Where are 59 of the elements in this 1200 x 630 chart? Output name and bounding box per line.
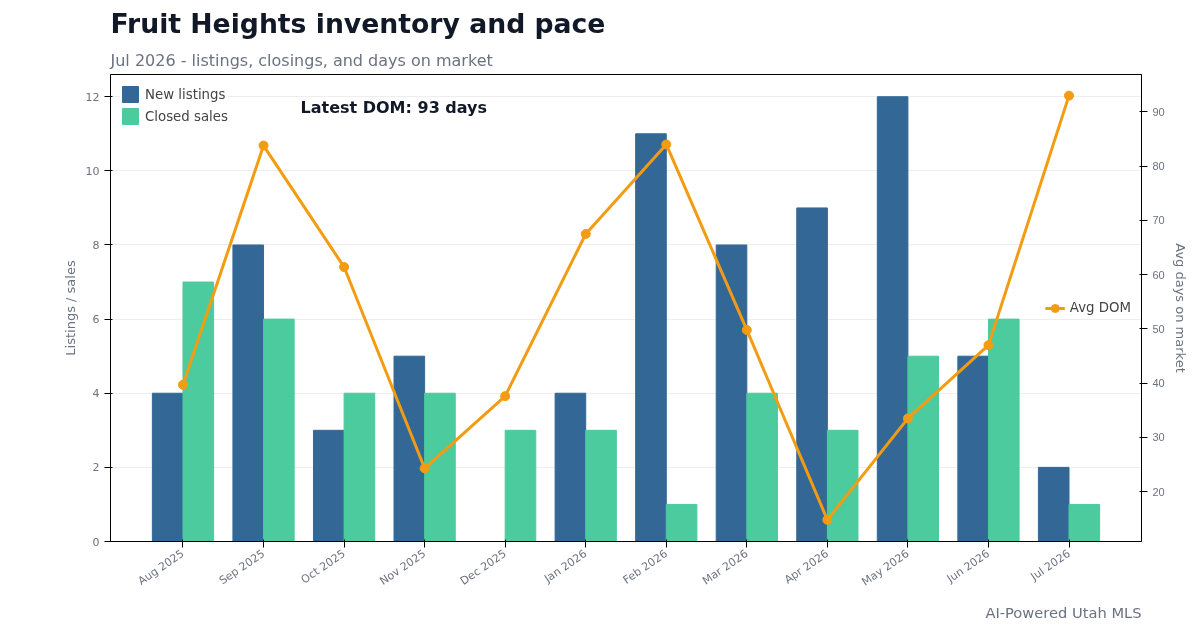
point bbox=[500, 391, 511, 402]
y2-tick-label: 30 bbox=[1152, 431, 1165, 444]
chart-title: Fruit Heights inventory and pace bbox=[110, 7, 606, 39]
point bbox=[339, 262, 350, 273]
y2-axis-title: Avg days on market bbox=[1172, 243, 1188, 373]
point bbox=[983, 340, 994, 351]
y-tick-label: 2 bbox=[92, 461, 100, 475]
point bbox=[822, 514, 833, 525]
y2-tick-label: 50 bbox=[1152, 322, 1165, 335]
bar bbox=[876, 96, 909, 542]
bar bbox=[715, 244, 748, 542]
bar bbox=[987, 318, 1020, 542]
bar bbox=[263, 318, 295, 542]
bar bbox=[585, 429, 617, 542]
bar bbox=[424, 392, 456, 542]
y-tick-label: 10 bbox=[85, 164, 100, 178]
bar bbox=[907, 355, 940, 542]
bar bbox=[393, 355, 426, 542]
bar bbox=[182, 281, 215, 542]
bar bbox=[554, 392, 587, 542]
y2-tick-label: 40 bbox=[1152, 377, 1165, 390]
y-tick-label: 6 bbox=[92, 313, 100, 327]
bar bbox=[312, 429, 345, 542]
bar bbox=[635, 133, 667, 542]
legend-label: Avg DOM bbox=[1069, 300, 1131, 315]
point bbox=[902, 413, 913, 424]
y2-tick-label: 70 bbox=[1152, 214, 1165, 227]
y-tick-label: 12 bbox=[85, 90, 100, 104]
y-tick-label: 8 bbox=[92, 238, 100, 252]
y-tick-label: 0 bbox=[92, 535, 100, 549]
bar bbox=[957, 355, 989, 542]
point bbox=[1064, 90, 1075, 101]
bar bbox=[232, 244, 265, 542]
text: AI-Powered Utah MLS bbox=[985, 603, 1142, 621]
bar bbox=[665, 503, 698, 542]
point bbox=[741, 324, 752, 335]
y2-tick-label: 60 bbox=[1152, 268, 1165, 281]
point bbox=[419, 463, 430, 474]
bar bbox=[343, 392, 376, 542]
annotation: Latest DOM: 93 days bbox=[300, 97, 488, 117]
point bbox=[661, 139, 672, 150]
y2-tick-label: 80 bbox=[1152, 160, 1165, 173]
bar bbox=[1068, 503, 1101, 542]
point bbox=[580, 228, 591, 239]
bar bbox=[796, 207, 828, 542]
point bbox=[177, 379, 188, 390]
bar bbox=[1037, 466, 1070, 542]
bar bbox=[151, 392, 184, 542]
legend-label: New listings bbox=[145, 86, 226, 102]
y2-tick-label: 20 bbox=[1152, 485, 1165, 498]
y-axis-title: Listings / sales bbox=[62, 260, 78, 356]
bar bbox=[504, 429, 537, 542]
y-tick-label: 4 bbox=[92, 387, 100, 401]
y2-tick-label: 90 bbox=[1152, 105, 1165, 118]
point bbox=[258, 140, 269, 151]
legend-label: Closed sales bbox=[145, 108, 228, 124]
bar bbox=[746, 392, 778, 542]
bar bbox=[826, 429, 859, 542]
chart-subtitle: Jul 2026 - listings, closings, and days on market bbox=[109, 50, 493, 70]
